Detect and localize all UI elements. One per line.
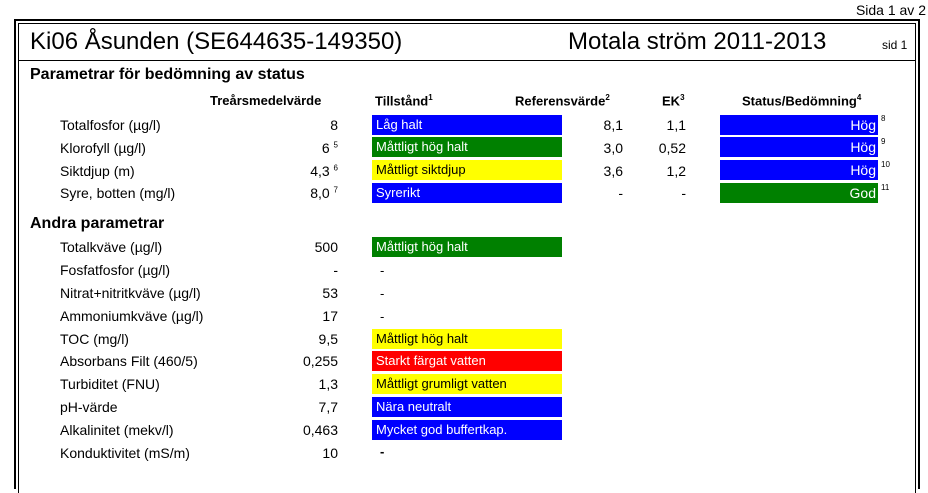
- other-row-name: TOC (mg/l): [60, 331, 129, 347]
- other-row-state: Måttligt hög halt: [372, 329, 562, 349]
- status-row-value: 8: [330, 117, 338, 133]
- inner-frame: [18, 23, 916, 493]
- col-head-mean: Treårsmedelvärde: [210, 93, 322, 108]
- col-head-ek: EK3: [662, 93, 685, 109]
- status-row-state: Måttligt hög halt: [372, 137, 562, 157]
- other-row-name: Fosfatfosfor (µg/l): [60, 262, 170, 278]
- outer-frame: [14, 19, 920, 489]
- other-row-value: 1,3: [318, 376, 338, 392]
- status-row-status: Hög: [720, 137, 878, 157]
- program-title: Motala ström 2011-2013: [568, 28, 827, 55]
- other-row-state: -: [380, 286, 385, 301]
- status-row-ref: 3,6: [603, 163, 623, 179]
- other-row-state: Starkt färgat vatten: [372, 351, 562, 371]
- other-row-value: 7,7: [318, 399, 338, 415]
- other-row-name: Nitrat+nitritkväve (µg/l): [60, 285, 201, 301]
- status-row-ref: 8,1: [603, 117, 623, 133]
- site-title: Ki06 Åsunden (SE644635-149350): [30, 28, 403, 55]
- page-number-small: sid 1: [882, 38, 908, 52]
- status-row-name: Siktdjup (m): [60, 163, 135, 179]
- other-row-value: -: [333, 262, 338, 278]
- status-row-ek: 0,52: [658, 140, 686, 156]
- status-row-status: Hög: [720, 115, 878, 135]
- other-row-state: -: [380, 309, 385, 324]
- other-row-name: Absorbans Filt (460/5): [60, 353, 198, 369]
- other-row-value: 53: [322, 285, 338, 301]
- status-footnote: 9: [881, 137, 886, 146]
- status-row-state: Låg halt: [372, 115, 562, 135]
- col-head-state: Tillstånd1: [375, 93, 433, 109]
- other-row-name: Totalkväve (µg/l): [60, 239, 163, 255]
- status-row-name: Syre, botten (mg/l): [60, 185, 176, 201]
- other-row-name: Alkalinitet (mekv/l): [60, 422, 174, 438]
- other-row-value: 0,463: [302, 422, 338, 438]
- other-row-name: Turbiditet (FNU): [60, 376, 160, 392]
- status-row-name: Totalfosfor (µg/l): [60, 117, 161, 133]
- other-row-state: -: [380, 263, 385, 278]
- status-row-ref: 3,0: [603, 140, 623, 156]
- col-head-status: Status/Bedömning4: [742, 93, 862, 109]
- other-row-state: Nära neutralt: [372, 397, 562, 417]
- other-row-name: Ammoniumkväve (µg/l): [60, 308, 204, 324]
- status-row-ek: 1,2: [666, 163, 686, 179]
- other-row-state: Måttligt hög halt: [372, 237, 562, 257]
- other-row-state: Måttligt grumligt vatten: [372, 374, 562, 394]
- status-row-state: Måttligt siktdjup: [372, 160, 562, 180]
- other-row-value: 17: [322, 308, 338, 324]
- status-row-value: 6 5: [321, 140, 338, 156]
- other-row-name: pH-värde: [60, 399, 118, 415]
- status-row-state: Syrerikt: [372, 183, 562, 203]
- status-row-ek: -: [681, 185, 686, 201]
- status-row-value: 4,3 6: [310, 163, 338, 179]
- other-row-value: 10: [322, 445, 338, 461]
- header-divider: [18, 60, 916, 61]
- status-footnote: 11: [881, 183, 890, 192]
- page-label: Sida 1 av 2: [855, 2, 926, 18]
- other-row-state: Mycket god buffertkap.: [372, 420, 562, 440]
- other-row-name: Konduktivitet (mS/m): [60, 445, 190, 461]
- status-row-value: 8,0 7: [310, 185, 338, 201]
- other-row-value: 0,255: [302, 353, 338, 369]
- section-title-status: Parametrar för bedömning av status: [30, 66, 305, 83]
- other-row-value: 500: [314, 239, 338, 255]
- status-row-status: Hög: [720, 160, 878, 180]
- other-row-state: -: [380, 444, 385, 459]
- status-row-ek: 1,1: [666, 117, 686, 133]
- status-row-status: God: [720, 183, 878, 203]
- col-head-ref: Referensvärde2: [515, 93, 610, 109]
- status-footnote: 8: [881, 114, 886, 123]
- status-row-name: Klorofyll (µg/l): [60, 140, 146, 156]
- other-row-value: 9,5: [318, 331, 338, 347]
- status-footnote: 10: [881, 160, 890, 169]
- section-title-other: Andra parametrar: [30, 215, 165, 232]
- status-row-ref: -: [618, 185, 623, 201]
